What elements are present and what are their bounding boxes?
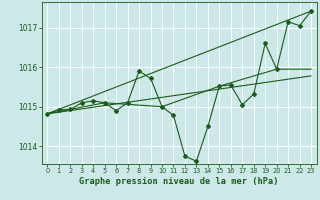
- X-axis label: Graphe pression niveau de la mer (hPa): Graphe pression niveau de la mer (hPa): [79, 177, 279, 186]
